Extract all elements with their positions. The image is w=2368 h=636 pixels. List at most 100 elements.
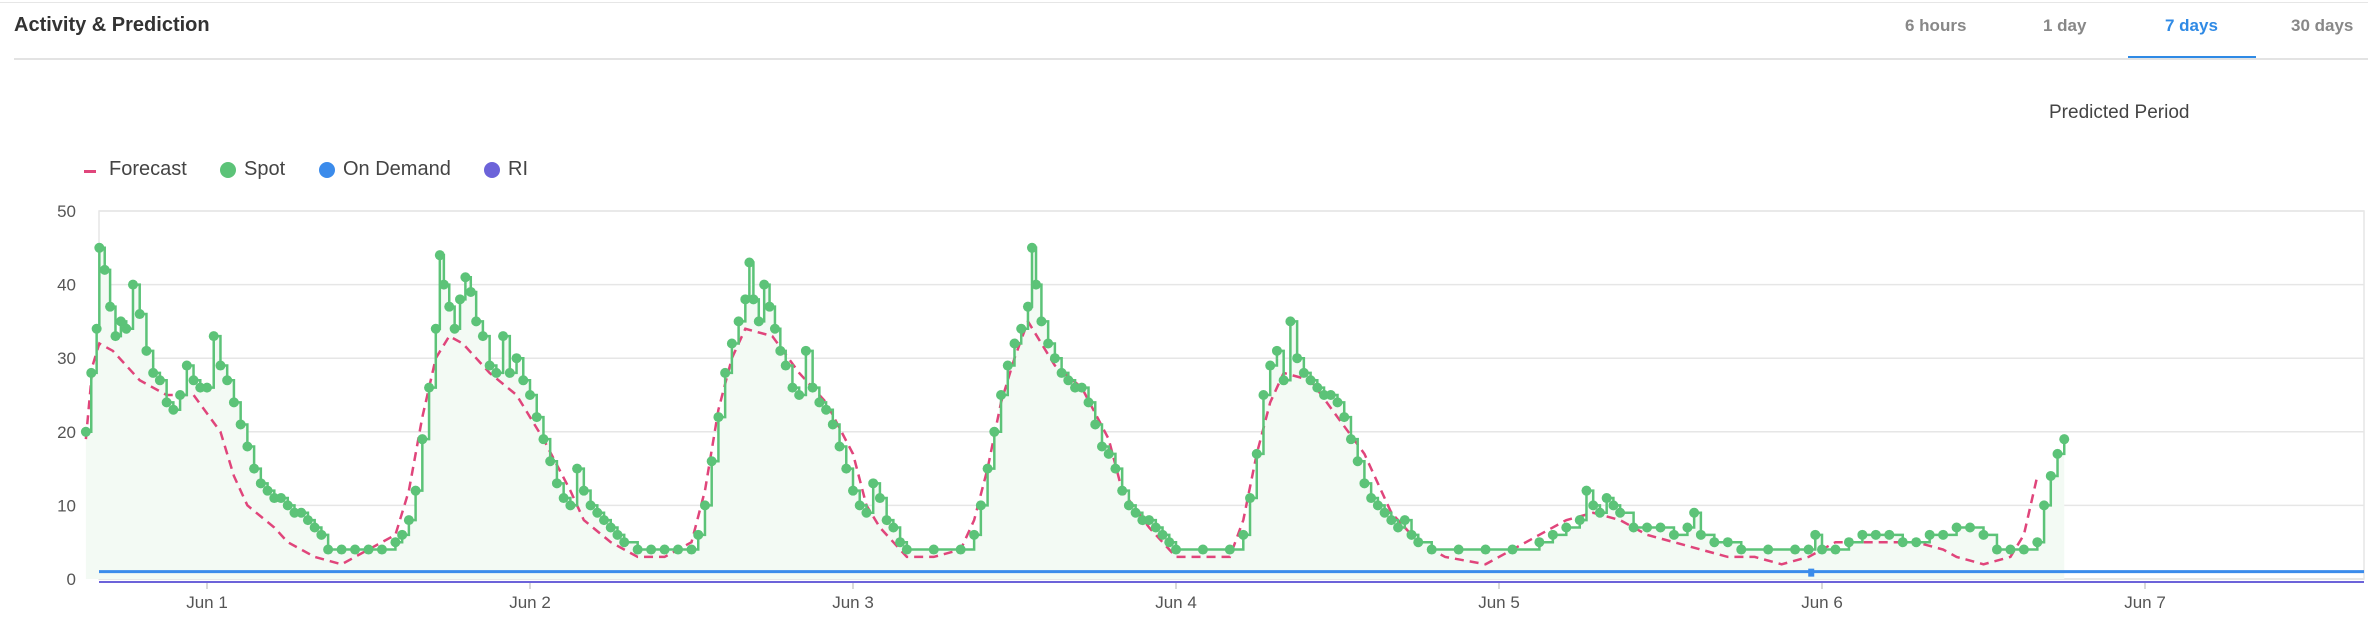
- spot-point: [901, 544, 912, 555]
- spot-point: [1426, 544, 1437, 555]
- spot-point: [110, 331, 121, 342]
- spot-point: [1117, 485, 1128, 496]
- spot-point: [2005, 544, 2016, 555]
- spot-point: [693, 529, 704, 540]
- y-tick-label: 50: [57, 202, 76, 221]
- spot-point: [1022, 301, 1033, 312]
- spot-point: [202, 382, 212, 393]
- spot-point: [1655, 522, 1666, 533]
- tab-6-hours[interactable]: 6 hours: [1905, 16, 1967, 35]
- spot-point: [1574, 515, 1585, 526]
- tab-7-days[interactable]: 7 days: [2165, 16, 2218, 35]
- spot-point: [91, 323, 102, 334]
- spot-point: [1991, 544, 2002, 555]
- y-tick-label: 0: [67, 570, 76, 589]
- spot-point: [969, 529, 980, 540]
- spot-point: [996, 390, 1007, 400]
- active-tab-indicator: [2128, 56, 2256, 59]
- spot-point: [1601, 493, 1612, 504]
- spot-point: [592, 507, 603, 518]
- spot-point: [455, 294, 466, 305]
- spot-point: [1123, 500, 1134, 511]
- spot-point: [1103, 448, 1114, 459]
- spot-point: [417, 434, 428, 445]
- spot-point: [1911, 537, 1922, 548]
- spot-point: [759, 279, 770, 290]
- x-tick-label: Jun 5: [1478, 593, 1520, 612]
- spot-point: [1695, 529, 1706, 540]
- spot-point: [1197, 544, 1208, 555]
- spot-point: [1076, 382, 1087, 393]
- spot-point: [168, 404, 179, 415]
- spot-point: [775, 345, 786, 356]
- spot-point: [1951, 522, 1962, 533]
- spot-point: [316, 529, 327, 540]
- spot-point: [1581, 485, 1592, 496]
- spot-point: [1164, 537, 1175, 548]
- x-tick-label: Jun 3: [832, 593, 874, 612]
- spot-point: [188, 375, 199, 386]
- spot-point: [713, 412, 724, 423]
- chart-header: Activity & Prediction 6 hours 1 day 7 da…: [0, 0, 2368, 60]
- header-divider: [14, 58, 2368, 60]
- y-tick-label: 20: [57, 423, 76, 442]
- spot-point: [410, 485, 421, 496]
- spot-point: [424, 382, 435, 393]
- spot-point: [1157, 529, 1168, 540]
- spot-point: [1406, 529, 1417, 540]
- spot-point: [578, 485, 589, 496]
- spot-point: [764, 301, 775, 312]
- spot-point: [1507, 544, 1518, 555]
- spot-point: [531, 412, 542, 423]
- spot-point: [1453, 544, 1464, 555]
- spot-point: [599, 515, 610, 526]
- spot-point: [1036, 316, 1047, 327]
- spot-point: [1594, 507, 1605, 518]
- spot-point: [134, 309, 145, 320]
- spot-point: [605, 522, 616, 533]
- spot-point: [558, 493, 569, 504]
- spot-point: [1386, 515, 1397, 526]
- spot-point: [955, 544, 966, 555]
- spot-point: [1043, 338, 1054, 349]
- spot-point: [881, 515, 892, 526]
- y-tick-label: 10: [57, 496, 76, 515]
- legend-ri-dot-icon: [484, 162, 500, 178]
- spot-point: [1763, 544, 1774, 555]
- spot-point: [1628, 522, 1639, 533]
- spot-point: [787, 382, 798, 393]
- spot-point: [1870, 529, 1881, 540]
- spot-point: [827, 419, 838, 430]
- spot-point: [834, 441, 845, 452]
- spot-point: [1682, 522, 1693, 533]
- spot-point: [989, 426, 1000, 437]
- spot-point: [1130, 507, 1141, 518]
- spot-point: [208, 331, 219, 342]
- spot-point: [465, 286, 476, 297]
- spot-point: [1608, 500, 1619, 511]
- spot-point: [726, 338, 737, 349]
- spot-point: [585, 500, 596, 511]
- spot-point: [545, 456, 556, 467]
- spot-point: [2059, 434, 2070, 445]
- spot-point: [86, 367, 97, 378]
- x-tick-label: Jun 6: [1801, 593, 1843, 612]
- spot-point: [1245, 493, 1256, 504]
- spot-point: [94, 242, 105, 253]
- spot-point: [222, 375, 233, 386]
- spot-point: [105, 301, 116, 312]
- spot-point: [1615, 507, 1626, 518]
- spot-point: [262, 485, 273, 496]
- spot-point: [350, 544, 361, 555]
- spot-point: [1379, 507, 1390, 518]
- on-demand-point: [1808, 568, 1815, 577]
- x-tick-label: Jun 7: [2124, 593, 2166, 612]
- spot-point: [2039, 500, 2050, 511]
- spot-point: [1588, 500, 1599, 511]
- spot-point: [1083, 397, 1094, 408]
- spot-point: [673, 544, 684, 555]
- tab-1-day[interactable]: 1 day: [2043, 16, 2087, 35]
- tab-30-days[interactable]: 30 days: [2291, 16, 2354, 35]
- spot-point: [323, 544, 334, 555]
